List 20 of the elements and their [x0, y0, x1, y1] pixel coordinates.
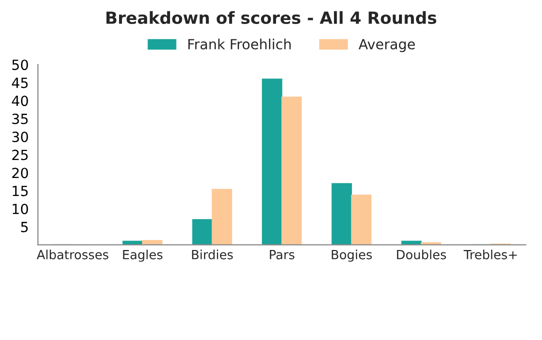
y-tick-label: 30 — [12, 132, 28, 142]
y-tick-label: 5 — [21, 222, 28, 232]
y-tick-label: 10 — [12, 204, 28, 214]
x-tick-label: Pars — [270, 250, 294, 260]
y-tick-label: 35 — [12, 114, 28, 124]
legend-label: Frank Froehlich — [188, 38, 291, 50]
x-tick-label: Bogies — [332, 250, 372, 262]
y-tick-label: 25 — [12, 150, 28, 160]
y-tick-label: 40 — [12, 96, 28, 106]
y-tick-label: 50 — [12, 60, 28, 70]
y-tick-label: 20 — [12, 168, 28, 178]
x-tick-label: Doubles — [397, 250, 446, 260]
chart-title: Breakdown of scores - All 4 Rounds — [106, 11, 436, 24]
y-tick-label: 45 — [12, 78, 28, 88]
x-tick-label: Albatrosses — [36, 250, 108, 260]
y-tick-label: 15 — [12, 186, 28, 196]
legend-label: Average — [358, 39, 415, 52]
x-tick-label: Eagles — [123, 250, 162, 262]
x-tick-label: Trebles+ — [464, 250, 517, 260]
x-tick-label: Birdies — [192, 250, 233, 260]
